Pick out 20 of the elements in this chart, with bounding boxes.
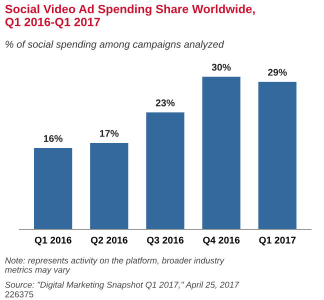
- text: 226375: [5, 291, 34, 298]
- x-tick-label: Q2 2016: [90, 236, 128, 246]
- x-tick-label: Q3 2016: [146, 236, 184, 246]
- data-label: 29%: [268, 68, 287, 76]
- data-label: 17%: [100, 130, 119, 137]
- data-label: 16%: [44, 135, 63, 142]
- x-tick-label: Q4 2016: [203, 236, 240, 246]
- source-note: Source: "Digital Marketing Snapshot Q1 2017," April 25, 2017: [5, 281, 240, 290]
- bar: [34, 148, 72, 230]
- chart-title: Social Video Ad Spending Share Worldwide, Q1 2016-Q1 2017: [5, 4, 255, 28]
- data-label: 23%: [156, 99, 175, 106]
- bar: [90, 142, 128, 230]
- bar: [258, 82, 296, 230]
- x-tick-label: Q1 2016: [34, 236, 72, 246]
- text: Note: represents activity on the platform, broader industry metrics may vary: [5, 257, 224, 274]
- x-tick-label: Q1 2017: [259, 236, 296, 246]
- chart-subtitle: % of social spending among campaigns analyzed: [6, 40, 224, 50]
- bar: [202, 76, 240, 230]
- bar: [146, 112, 184, 230]
- data-label: 30%: [212, 64, 231, 71]
